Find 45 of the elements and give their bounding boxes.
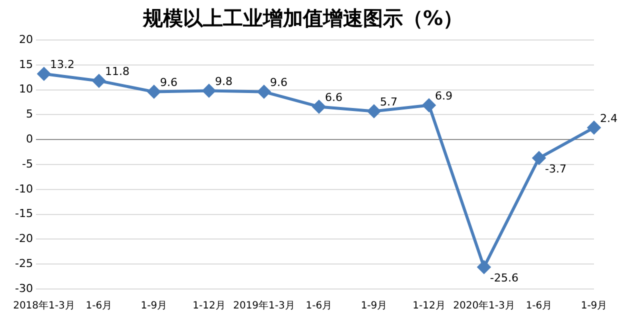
point bbox=[312, 100, 326, 114]
point bbox=[477, 260, 490, 274]
x-tick-label: 1-12月 bbox=[412, 300, 446, 312]
x-tick-label: 2018年1-3月 bbox=[13, 300, 75, 312]
data-label: 9.6 bbox=[160, 76, 178, 90]
point bbox=[257, 85, 270, 98]
y-tick-label: -15 bbox=[15, 207, 33, 220]
y-tick-label: -5 bbox=[22, 157, 33, 170]
x-tick-label: 1-6月 bbox=[526, 300, 552, 312]
y-tick-label: -25 bbox=[15, 256, 33, 270]
point bbox=[422, 98, 436, 112]
x-tick-label: 1-9月 bbox=[140, 300, 168, 312]
data-label: -3.7 bbox=[544, 162, 566, 176]
point bbox=[202, 84, 216, 98]
point bbox=[92, 74, 106, 88]
point bbox=[37, 67, 50, 80]
x-tick-label: 1-9月 bbox=[580, 300, 608, 312]
point bbox=[147, 85, 160, 98]
x-tick-label: 1-9月 bbox=[360, 300, 388, 312]
data-label: -25.6 bbox=[490, 271, 518, 284]
data-label: 11.8 bbox=[104, 65, 130, 78]
y-tick-label: -20 bbox=[15, 232, 33, 246]
y-tick-label: 15 bbox=[18, 58, 33, 71]
x-tick-label: 2019年1-3月 bbox=[233, 300, 295, 312]
x-tick-label: 2020年1-3月 bbox=[453, 300, 515, 312]
y-tick-label: 20 bbox=[18, 32, 33, 46]
chart-title: 规模以上工业增加值增速图示（%） bbox=[142, 6, 464, 30]
x-tick-label: 1-6月 bbox=[306, 300, 332, 312]
y-tick-label: 0 bbox=[26, 132, 33, 146]
data-label: 5.7 bbox=[380, 96, 398, 109]
data-label: 9.6 bbox=[270, 76, 288, 90]
y-tick-label: 5 bbox=[26, 108, 33, 121]
data-label: 13.2 bbox=[50, 58, 74, 72]
data-label: 2.4 bbox=[600, 112, 618, 126]
point bbox=[588, 121, 600, 134]
point bbox=[367, 104, 380, 118]
y-tick-label: -10 bbox=[15, 182, 33, 196]
y-tick-label: -30 bbox=[15, 282, 33, 295]
data-label: 6.9 bbox=[434, 90, 452, 103]
x-tick-label: 1-12月 bbox=[192, 300, 226, 312]
data-label: 9.8 bbox=[214, 75, 232, 88]
point bbox=[532, 152, 546, 165]
y-tick-label: 10 bbox=[18, 82, 33, 96]
x-tick-label: 1-6月 bbox=[86, 300, 112, 312]
data-label: 6.6 bbox=[324, 91, 342, 104]
